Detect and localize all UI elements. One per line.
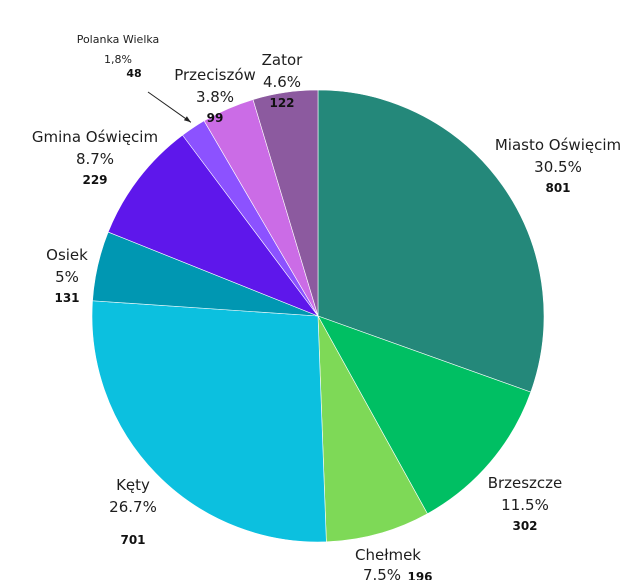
slice-value-brzeszcze: 302: [512, 519, 537, 533]
pie-slices: [91, 89, 545, 543]
slice-percent-miasto-oswiecim: 30.5%: [534, 158, 582, 176]
slice-value-kety: 701: [120, 533, 145, 547]
slice-value-przeciszow: 99: [207, 111, 224, 125]
slice-percent-chelmek: 7.5%: [363, 566, 401, 580]
slice-label-kety: Kęty: [116, 476, 150, 494]
slice-value-osiek: 131: [54, 291, 79, 305]
pie-slice-kety: [91, 300, 327, 543]
pie-slice-zator: [252, 89, 319, 317]
slice-label-brzeszcze: Brzeszcze: [488, 474, 563, 492]
slice-percent-kety: 26.7%: [109, 498, 157, 516]
slice-label-miasto-oswiecim: Miasto Oświęcim: [495, 136, 621, 154]
slice-value-miasto-oswiecim: 801: [545, 181, 570, 195]
pie-slice-gmina-oswiecim: [107, 134, 319, 317]
slice-percent-polanka-wielka: 1,8%: [104, 53, 132, 66]
slice-label-zator: Zator: [262, 51, 304, 69]
slice-percent-zator: 4.6%: [263, 73, 301, 91]
pie-slice-miasto-oswiecim: [317, 89, 545, 393]
slice-label-polanka-wielka: Polanka Wielka: [77, 33, 160, 46]
slice-label-przeciszow: Przeciszów: [174, 66, 256, 84]
slice-value-zator: 122: [269, 96, 294, 110]
slice-label-osiek: Osiek: [46, 246, 88, 264]
pie-slice-chelmek: [317, 315, 428, 543]
slice-percent-przeciszow: 3.8%: [196, 88, 234, 106]
callout-arrowhead-polanka-wielka: [183, 116, 191, 123]
slice-percent-brzeszcze: 11.5%: [501, 496, 549, 514]
slice-label-gmina-oswiecim: Gmina Oświęcim: [32, 128, 158, 146]
slice-percent-gmina-oswiecim: 8.7%: [76, 150, 114, 168]
slice-percent-osiek: 5%: [55, 268, 79, 286]
slice-value-gmina-oswiecim: 229: [82, 173, 107, 187]
slice-value-chelmek: 196: [407, 570, 432, 580]
slice-label-chelmek: Chełmek: [355, 546, 421, 564]
callout-line-polanka-wielka: [147, 91, 192, 123]
pie-labels: Miasto Oświęcim 30.5% 801 Brzeszcze 11.5% 302…: [32, 33, 621, 580]
pie-slice-brzeszcze: [317, 315, 532, 515]
slice-value-polanka-wielka: 48: [126, 67, 141, 80]
